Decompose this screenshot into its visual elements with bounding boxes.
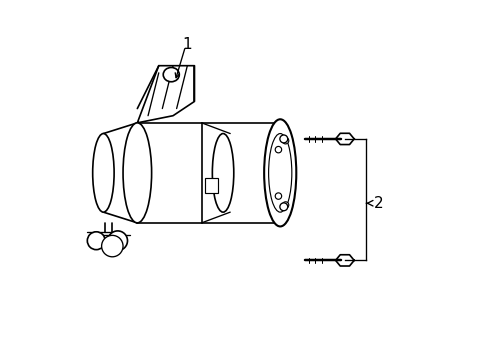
- Ellipse shape: [265, 123, 294, 223]
- Ellipse shape: [275, 193, 281, 199]
- Ellipse shape: [108, 231, 127, 251]
- Ellipse shape: [93, 134, 114, 212]
- Text: 2: 2: [373, 196, 383, 211]
- Ellipse shape: [282, 202, 288, 208]
- Ellipse shape: [268, 134, 291, 212]
- Ellipse shape: [279, 203, 287, 211]
- Ellipse shape: [123, 123, 151, 223]
- Ellipse shape: [279, 135, 287, 143]
- Ellipse shape: [264, 119, 296, 226]
- Text: 1: 1: [182, 37, 192, 52]
- Ellipse shape: [212, 134, 233, 212]
- Ellipse shape: [163, 67, 179, 82]
- Ellipse shape: [275, 147, 281, 153]
- Ellipse shape: [282, 138, 288, 144]
- Ellipse shape: [102, 235, 123, 257]
- Ellipse shape: [87, 232, 105, 249]
- Bar: [205, 178, 217, 193]
